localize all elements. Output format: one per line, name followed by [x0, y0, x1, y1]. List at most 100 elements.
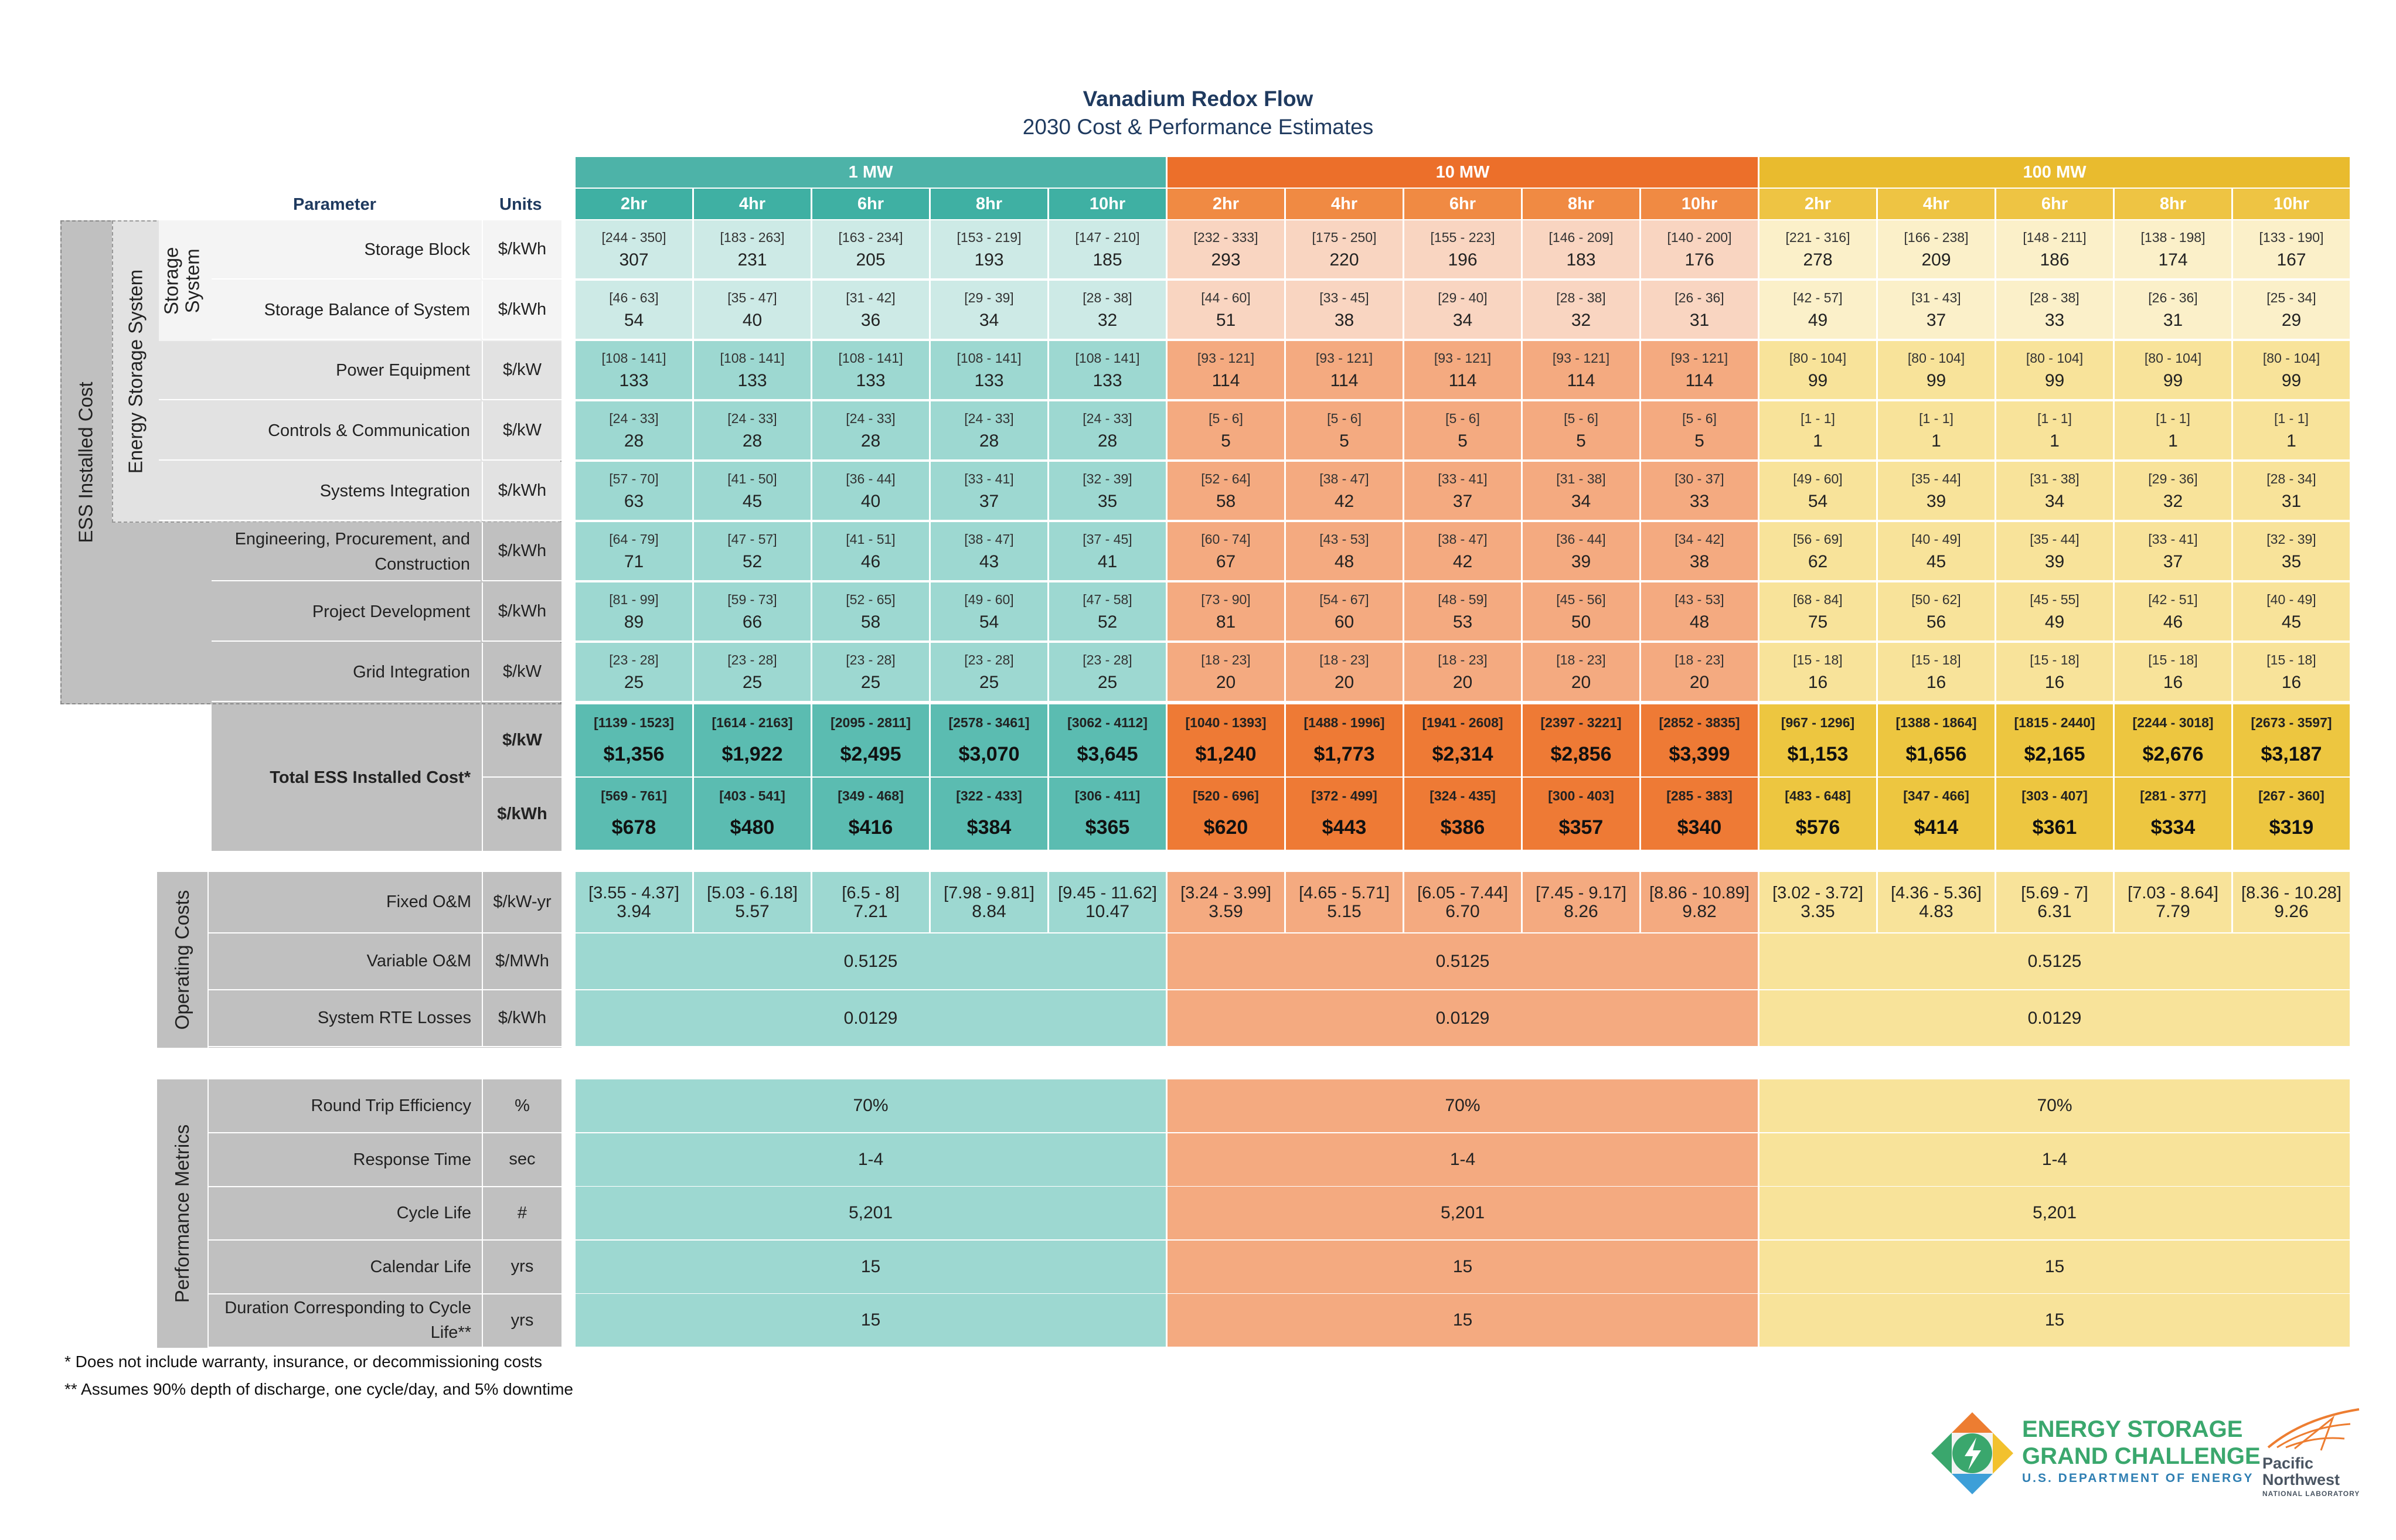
point-value: 63	[624, 492, 644, 511]
total-cell: [569 - 761] $678	[576, 778, 692, 850]
point-value: $319	[2269, 816, 2314, 839]
range-value: [300 - 403]	[1548, 788, 1614, 803]
data-cell: [73 - 90] 81	[1168, 582, 1284, 640]
range-value: [146 - 209]	[1548, 230, 1614, 245]
point-value: 25	[1097, 673, 1118, 692]
point-value: $2,495	[840, 743, 901, 765]
param-label: Engineering, Procurement, and Constructi…	[234, 530, 470, 574]
range-value: [47 - 57]	[727, 531, 777, 547]
point-value: 33	[1689, 492, 1710, 511]
point-value: $340	[1677, 816, 1722, 839]
total-cell: [1488 - 1996] $1,773	[1286, 704, 1403, 776]
range-value: [148 - 211]	[2023, 230, 2087, 245]
data-cell: [59 - 73] 66	[694, 582, 811, 640]
point-value: 31	[2163, 311, 2183, 330]
merged-value: 0.5125	[1168, 933, 1758, 989]
range-value: [81 - 99]	[609, 592, 659, 607]
data-cell: [31 - 38] 34	[1523, 462, 1639, 520]
merged-value: 0.0129	[1168, 990, 1758, 1046]
merged-value: 15	[1168, 1294, 1758, 1347]
operating-costs-label: Operating Costs	[157, 872, 209, 1048]
param-label: Controls & Communication	[268, 421, 470, 441]
merged-value: 70%	[1168, 1079, 1758, 1132]
point-value: 1	[2050, 431, 2060, 451]
point-value: 10.47	[1085, 902, 1130, 921]
point-value: 40	[860, 492, 881, 511]
data-cell: [33 - 41] 37	[2115, 522, 2231, 580]
param-label: Storage Block	[364, 240, 470, 260]
data-cell: [1 - 1] 1	[2115, 401, 2231, 459]
point-value: 9.26	[2274, 902, 2309, 921]
range-value: [38 - 47]	[1319, 471, 1369, 486]
data-cell: [28 - 38] 32	[1523, 281, 1639, 339]
total-cell: [1614 - 2163] $1,922	[694, 704, 811, 776]
data-cell: [29 - 40] 34	[1404, 281, 1521, 339]
merged-value: 0.5125	[1759, 933, 2350, 989]
point-value: $2,676	[2142, 743, 2204, 765]
point-value: $416	[848, 816, 893, 839]
range-value: [35 - 47]	[727, 290, 777, 305]
total-cell: [1388 - 1864] $1,656	[1878, 704, 1995, 776]
data-cell: [108 - 141] 133	[812, 341, 929, 399]
total-cell: [1815 - 2440] $2,165	[1996, 704, 2113, 776]
data-cell: [47 - 57] 52	[694, 522, 811, 580]
point-value: 33	[2044, 311, 2065, 330]
range-value: [37 - 45]	[1083, 531, 1132, 547]
data-cell: [37 - 45] 41	[1049, 522, 1166, 580]
total-cell: [322 - 433] $384	[931, 778, 1047, 850]
point-value: 7.79	[2156, 902, 2190, 921]
range-value: [5.69 - 7]	[2021, 884, 2088, 902]
point-value: 25	[979, 673, 999, 692]
esgc-line-1: ENERGY STORAGE	[2022, 1416, 2243, 1442]
range-value: [306 - 411]	[1074, 788, 1141, 803]
range-value: [267 - 360]	[2258, 788, 2324, 803]
total-cell: [306 - 411] $365	[1049, 778, 1166, 850]
data-cell: [33 - 41] 37	[931, 462, 1047, 520]
energy-storage-system-label: Energy Storage System	[124, 269, 146, 474]
range-value: [5 - 6]	[1209, 411, 1243, 426]
point-value: $2,165	[2024, 743, 2085, 765]
range-value: [967 - 1296]	[1781, 715, 1855, 730]
point-value: 6.70	[1445, 902, 1480, 921]
range-value: [9.45 - 11.62]	[1058, 884, 1157, 902]
point-value: 186	[2040, 250, 2070, 270]
data-cell: [4.36 - 5.36] 4.83	[1878, 872, 1995, 932]
range-value: [15 - 18]	[2266, 652, 2316, 667]
data-cell: [1 - 1] 1	[1878, 401, 1995, 459]
point-value: 37	[1452, 492, 1473, 511]
point-value: 278	[1803, 250, 1833, 270]
data-cell: [138 - 198] 174	[2115, 220, 2231, 278]
merged-value: 1-4	[1759, 1133, 2350, 1186]
param-cell-bg	[212, 220, 481, 280]
range-value: [5.03 - 6.18]	[707, 884, 798, 902]
data-cell: [15 - 18] 16	[2115, 643, 2231, 701]
range-value: [23 - 28]	[727, 652, 777, 667]
data-cell: [43 - 53] 48	[1641, 582, 1758, 640]
point-value: 185	[1093, 250, 1122, 270]
range-value: [281 - 377]	[2140, 788, 2206, 803]
point-value: 183	[1566, 250, 1596, 270]
data-cell: [46 - 63] 54	[576, 281, 692, 339]
range-value: [30 - 37]	[1675, 471, 1724, 486]
range-value: [1139 - 1523]	[594, 715, 674, 730]
point-value: 32	[2163, 492, 2183, 511]
param-label: Systems Integration	[319, 482, 470, 501]
point-value: $3,645	[1077, 743, 1138, 765]
range-value: [303 - 407]	[2021, 788, 2088, 803]
point-value: $576	[1795, 816, 1840, 839]
data-cell: [3.55 - 4.37] 3.94	[576, 872, 692, 932]
point-value: 31	[2281, 492, 2302, 511]
range-value: [5 - 6]	[1564, 411, 1598, 426]
range-value: [5 - 6]	[1445, 411, 1480, 426]
range-value: [36 - 44]	[1556, 531, 1606, 547]
param-label: Power Equipment	[336, 361, 470, 380]
point-value: 99	[2163, 371, 2183, 390]
range-value: [7.45 - 9.17]	[1536, 884, 1626, 902]
total-cell: [347 - 466] $414	[1878, 778, 1995, 850]
range-value: [50 - 62]	[1911, 592, 1961, 607]
data-cell: [29 - 36] 32	[2115, 462, 2231, 520]
point-value: 231	[737, 250, 767, 270]
data-cell: [28 - 38] 33	[1996, 281, 2113, 339]
point-value: 34	[979, 311, 999, 330]
range-value: [349 - 468]	[838, 788, 904, 803]
